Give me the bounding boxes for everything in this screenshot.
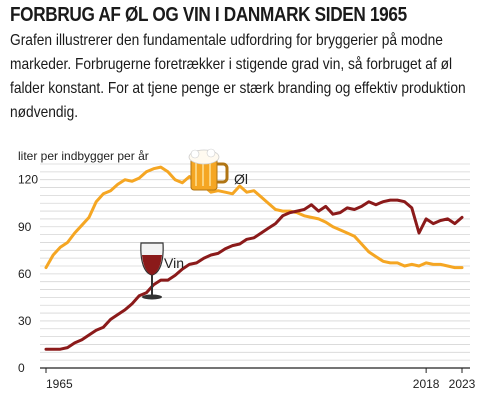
y-tick-label: 0 bbox=[18, 361, 25, 375]
line-chart: 0 30 60 90 120 1965 2018 2023 liter per indbygg… bbox=[18, 148, 476, 391]
x-tick-label: 2018 bbox=[413, 377, 440, 391]
series-lines bbox=[44, 165, 464, 351]
beer-consumption-line bbox=[44, 165, 464, 270]
y-tick-label: 120 bbox=[18, 173, 38, 187]
beer-mug-icon bbox=[188, 148, 229, 191]
series-label-wine: Vin bbox=[164, 255, 184, 271]
chart-title: FORBRUG AF ØL OG VIN I DANMARK SIDEN 196… bbox=[10, 4, 407, 26]
y-tick-label: 60 bbox=[18, 267, 32, 281]
x-tick-label: 1965 bbox=[46, 377, 73, 391]
y-axis-label: liter per indbygger per år bbox=[18, 149, 149, 163]
series-label-beer: Øl bbox=[234, 171, 248, 187]
axes: 0 30 60 90 120 1965 2018 2023 bbox=[18, 173, 476, 391]
y-tick-label: 90 bbox=[18, 220, 32, 234]
grid-lines bbox=[40, 163, 470, 369]
y-tick-label: 30 bbox=[18, 314, 32, 328]
x-tick-label: 2023 bbox=[449, 377, 476, 391]
chart-subtitle: Grafen illustrerer den fundamentale udfo… bbox=[10, 32, 466, 121]
wine-glass-icon bbox=[140, 242, 164, 300]
wine-consumption-line bbox=[44, 198, 464, 351]
